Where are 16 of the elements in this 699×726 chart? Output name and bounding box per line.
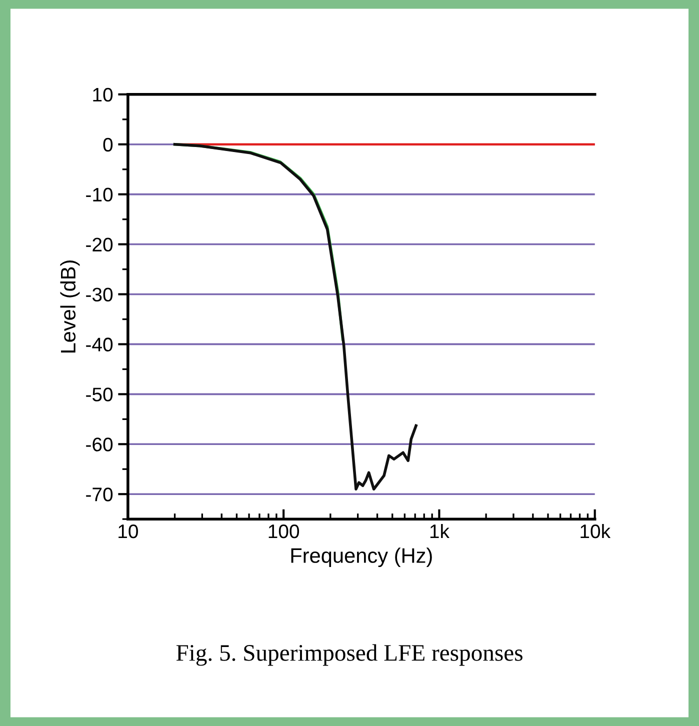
y-tick-label: -30: [86, 288, 113, 302]
x-tick-label: 10: [118, 524, 138, 538]
y-tick-label: -60: [86, 438, 113, 452]
y-tick-label: 10: [93, 88, 113, 102]
caption: Fig. 5. Superimposed LFE responses: [176, 644, 522, 666]
y-tick-label: -10: [86, 188, 113, 202]
y-tick-label: -70: [86, 488, 113, 502]
y-tick-label: -40: [86, 338, 113, 352]
y-axis-title: Level (dB): [60, 260, 80, 352]
y-tick-label: -20: [86, 238, 113, 252]
x-tick-label: 10k: [580, 524, 611, 538]
x-tick-label: 100: [268, 524, 300, 538]
y-tick-label: -50: [86, 388, 113, 402]
x-tick-label: 1k: [430, 524, 450, 538]
y-tick-label: 0: [103, 138, 113, 152]
x-axis-title: Frequency (Hz): [291, 548, 432, 568]
